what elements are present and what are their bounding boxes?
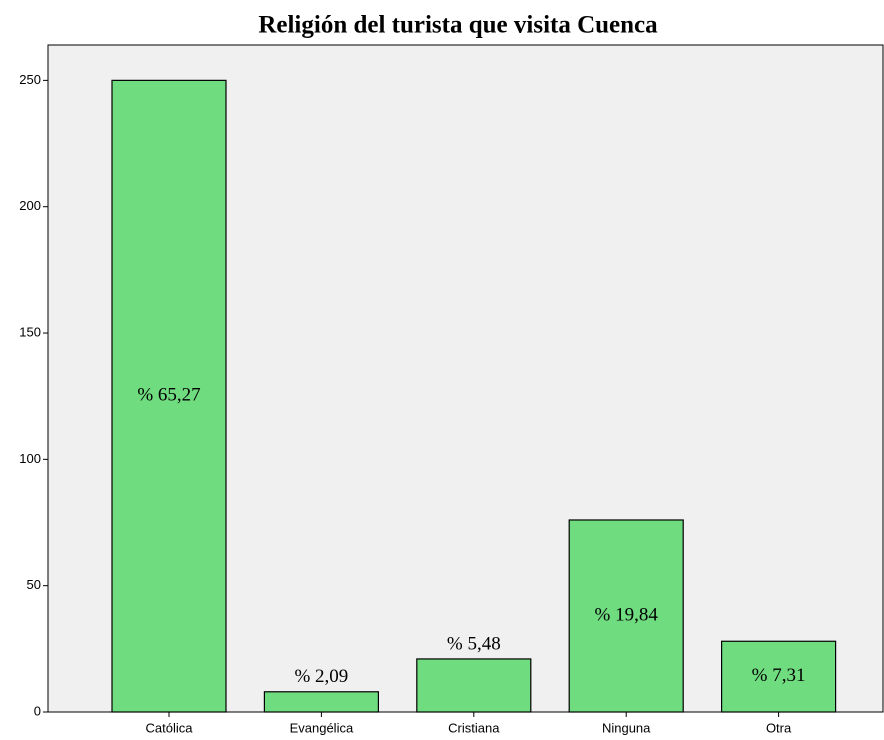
bar-label: % 65,27 bbox=[137, 385, 200, 406]
y-tick-label: 0 bbox=[34, 703, 41, 718]
x-tick-label: Católica bbox=[146, 720, 194, 735]
y-tick-label: 200 bbox=[19, 198, 41, 213]
y-tick-label: 250 bbox=[19, 72, 41, 87]
bar bbox=[111, 79, 227, 713]
x-tick-label: Cristiana bbox=[448, 720, 500, 735]
bar-label: % 5,48 bbox=[447, 633, 501, 654]
x-tick-label: Evangélica bbox=[290, 720, 354, 735]
bar-label: % 7,31 bbox=[752, 665, 806, 686]
bar-label: % 2,09 bbox=[294, 666, 348, 687]
bar bbox=[720, 640, 837, 713]
bar bbox=[416, 658, 532, 713]
x-tick-label: Ninguna bbox=[602, 720, 651, 735]
bar-label: % 19,84 bbox=[595, 604, 659, 625]
y-tick-label: 150 bbox=[19, 324, 41, 339]
y-tick-label: 50 bbox=[27, 577, 41, 592]
x-tick-label: Otra bbox=[766, 720, 792, 735]
y-tick-label: 100 bbox=[19, 451, 41, 466]
bar bbox=[263, 691, 379, 713]
bar bbox=[568, 519, 684, 713]
chart-title: Religión del turista que visita Cuenca bbox=[258, 12, 658, 39]
